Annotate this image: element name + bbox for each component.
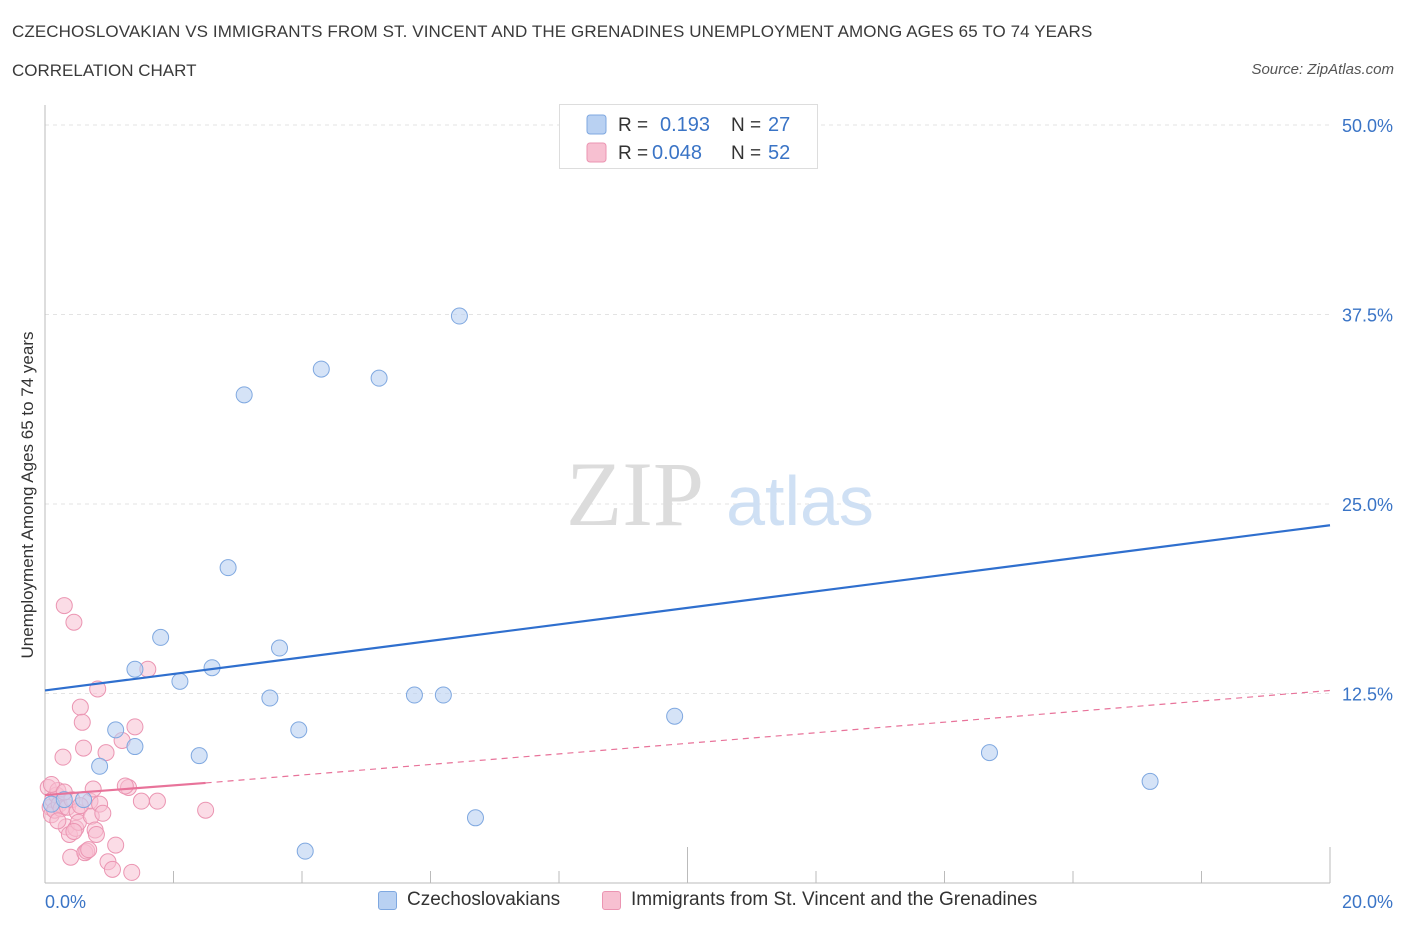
point-immigrants-51 [116,777,134,795]
point-czechoslovakians-19 [405,686,423,704]
bottom-legend-czechoslovakians: Czechoslovakians [378,889,560,911]
trend-line-immigrants-extension [205,689,1331,784]
series-immigrants-points [39,597,215,881]
chart-title: CZECHOSLOVAKIAN VS IMMIGRANTS FROM ST. V… [12,22,1093,41]
point-immigrants-49 [65,822,83,840]
point-czechoslovakians-3 [91,757,109,775]
point-immigrants-30 [87,825,105,843]
y-tick-label-0: 12.5% [1342,685,1393,705]
point-czechoslovakians-5 [126,738,144,756]
tick-labels: 12.5% 25.0% 37.5% 50.0% 0.0% 20.0% [45,116,1393,912]
point-immigrants-40 [123,863,141,881]
point-immigrants-10 [55,597,73,615]
bottom-legend-swatch-blue [378,890,397,910]
point-immigrants-45 [197,801,215,819]
point-czechoslovakians-20 [434,686,452,704]
point-czechoslovakians-2 [75,791,93,809]
bottom-legend-label-czechoslovakians: Czechoslovakians [407,889,561,910]
point-immigrants-22 [75,739,93,757]
point-czechoslovakians-8 [171,672,189,690]
point-czechoslovakians-26 [1141,772,1159,790]
chart-subtitle: CORRELATION CHART [12,61,197,80]
point-czechoslovakians-11 [219,559,237,577]
point-czechoslovakians-16 [296,842,314,860]
point-czechoslovakians-6 [126,660,144,678]
point-czechoslovakians-23 [666,707,684,725]
point-immigrants-16 [65,613,83,631]
legend-r-value-2: 0.048 [652,142,702,164]
source-label: Source: ZipAtlas.com [1251,61,1394,78]
legend-r-value-1: 0.193 [660,114,710,136]
y-axis-label: Unemployment Among Ages 65 to 74 years [18,332,37,659]
axes-layer [44,105,1331,884]
x-tick-label-1: 20.0% [1342,892,1393,912]
point-czechoslovakians-14 [271,639,289,657]
legend-n-value-2: 52 [768,142,790,164]
point-immigrants-33 [94,804,112,822]
x-tick-label-0: 0.0% [45,892,86,912]
bottom-legend-swatch-pink [602,890,621,910]
point-czechoslovakians-17 [312,360,330,378]
legend-n-value-1: 27 [768,114,790,136]
trend-lines [44,524,1331,797]
point-czechoslovakians-4 [107,721,125,739]
y-tick-label-1: 25.0% [1342,495,1393,515]
point-immigrants-20 [71,698,89,716]
point-czechoslovakians-21 [450,307,468,325]
point-czechoslovakians-7 [152,628,170,646]
point-immigrants-41 [126,718,144,736]
point-czechoslovakians-12 [235,386,253,404]
point-czechoslovakians-18 [370,369,388,387]
point-immigrants-44 [148,792,166,810]
point-czechoslovakians-1 [55,791,73,809]
point-immigrants-9 [54,748,72,766]
point-czechoslovakians-15 [290,721,308,739]
bottom-legend-immigrants: Immigrants from St. Vincent and the Gren… [602,889,1037,911]
legend-n-label-2: N = [731,143,761,164]
y-tick-label-2: 37.5% [1342,306,1393,326]
point-immigrants-28 [84,780,102,798]
point-czechoslovakians-25 [980,744,998,762]
point-czechoslovakians-22 [466,809,484,827]
legend-n-label-1: N = [731,115,761,136]
trend-line-czechoslovakians [44,524,1331,692]
legend-r-label-1: R = [618,115,648,136]
trend-line-immigrants [44,781,206,797]
y-tick-label-3: 50.0% [1342,116,1393,136]
point-immigrants-42 [132,792,150,810]
legend-swatch-immigrants [586,142,607,163]
point-immigrants-36 [103,860,121,878]
watermark-atlas: atlas [726,462,874,540]
point-immigrants-14 [62,848,80,866]
point-immigrants-21 [73,713,91,731]
point-immigrants-46 [42,775,60,793]
bottom-legend-label-immigrants: Immigrants from St. Vincent and the Gren… [631,889,1038,910]
legend-r-label-2: R = [618,143,648,164]
point-immigrants-25 [80,841,98,859]
point-czechoslovakians-13 [261,689,279,707]
point-immigrants-34 [97,744,115,762]
watermark: ZIP atlas [566,443,874,545]
series-czechoslovakians-points [42,116,1159,860]
point-czechoslovakians-9 [190,747,208,765]
legend-swatch-czechoslovakians [586,114,607,135]
correlation-legend: R = 0.193 N = 27 R = 0.048 N = 52 [559,104,818,169]
point-immigrants-37 [107,836,125,854]
point-immigrants-47 [49,812,67,830]
watermark-zip: ZIP [566,443,704,545]
